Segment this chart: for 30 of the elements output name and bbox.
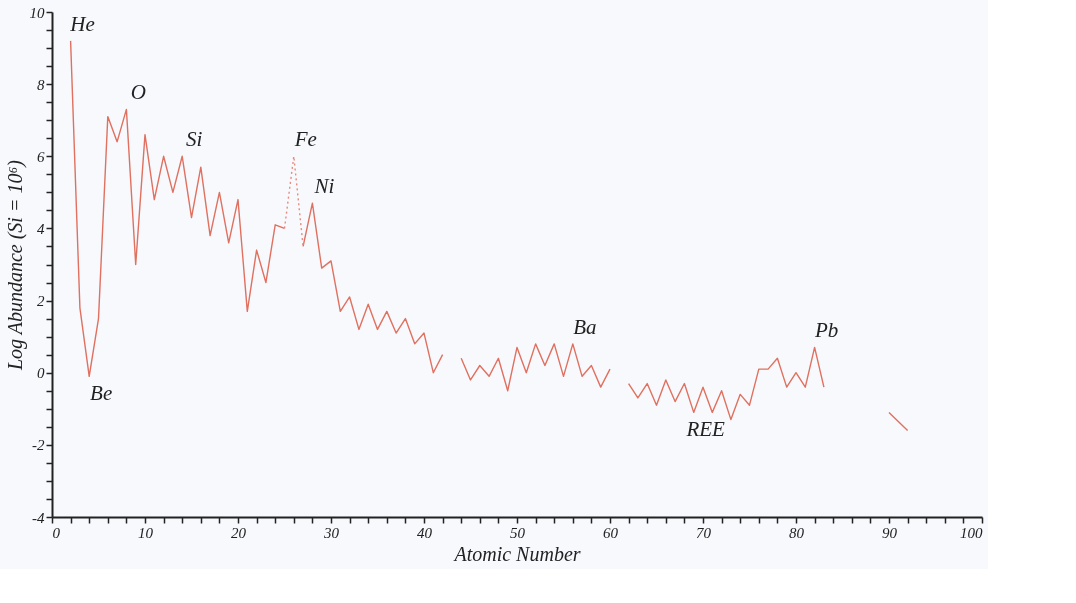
y-tick-label: -4 xyxy=(32,509,45,526)
annotation: Ni xyxy=(313,174,335,199)
y-axis-title: Log Abundance (Si = 10⁶) xyxy=(3,159,27,372)
y-tick-label: 4 xyxy=(37,220,45,237)
x-tick-label: 60 xyxy=(603,524,619,541)
x-tick-label: 80 xyxy=(789,524,805,541)
y-tick-label: 6 xyxy=(37,148,45,165)
y-tick-label: 2 xyxy=(37,293,45,310)
annotation: Ba xyxy=(573,314,597,339)
annotation: O xyxy=(130,80,146,105)
x-tick-label: 100 xyxy=(960,524,983,541)
y-tick-label: 8 xyxy=(37,76,45,93)
x-tick-label: 40 xyxy=(417,524,433,541)
x-tick-label: 90 xyxy=(882,524,898,541)
x-tick-label: 0 xyxy=(52,524,61,541)
x-tick-label: 70 xyxy=(696,524,712,541)
y-tick-label: -2 xyxy=(32,437,45,454)
x-tick-label: 50 xyxy=(510,524,526,541)
x-tick-label: 20 xyxy=(231,524,247,541)
annotation: Si xyxy=(186,127,203,152)
annotation: Be xyxy=(90,381,113,406)
annotation: Fe xyxy=(293,127,317,152)
y-tick-label: 0 xyxy=(37,365,45,382)
y-tick-label: 10 xyxy=(29,4,45,21)
annotation: He xyxy=(69,11,95,36)
x-tick-label: 30 xyxy=(323,524,340,541)
x-axis-title: Atomic Number xyxy=(452,542,581,565)
annotation: REE xyxy=(685,417,726,442)
annotation: Pb xyxy=(813,318,839,343)
x-tick-label: 10 xyxy=(138,524,154,541)
